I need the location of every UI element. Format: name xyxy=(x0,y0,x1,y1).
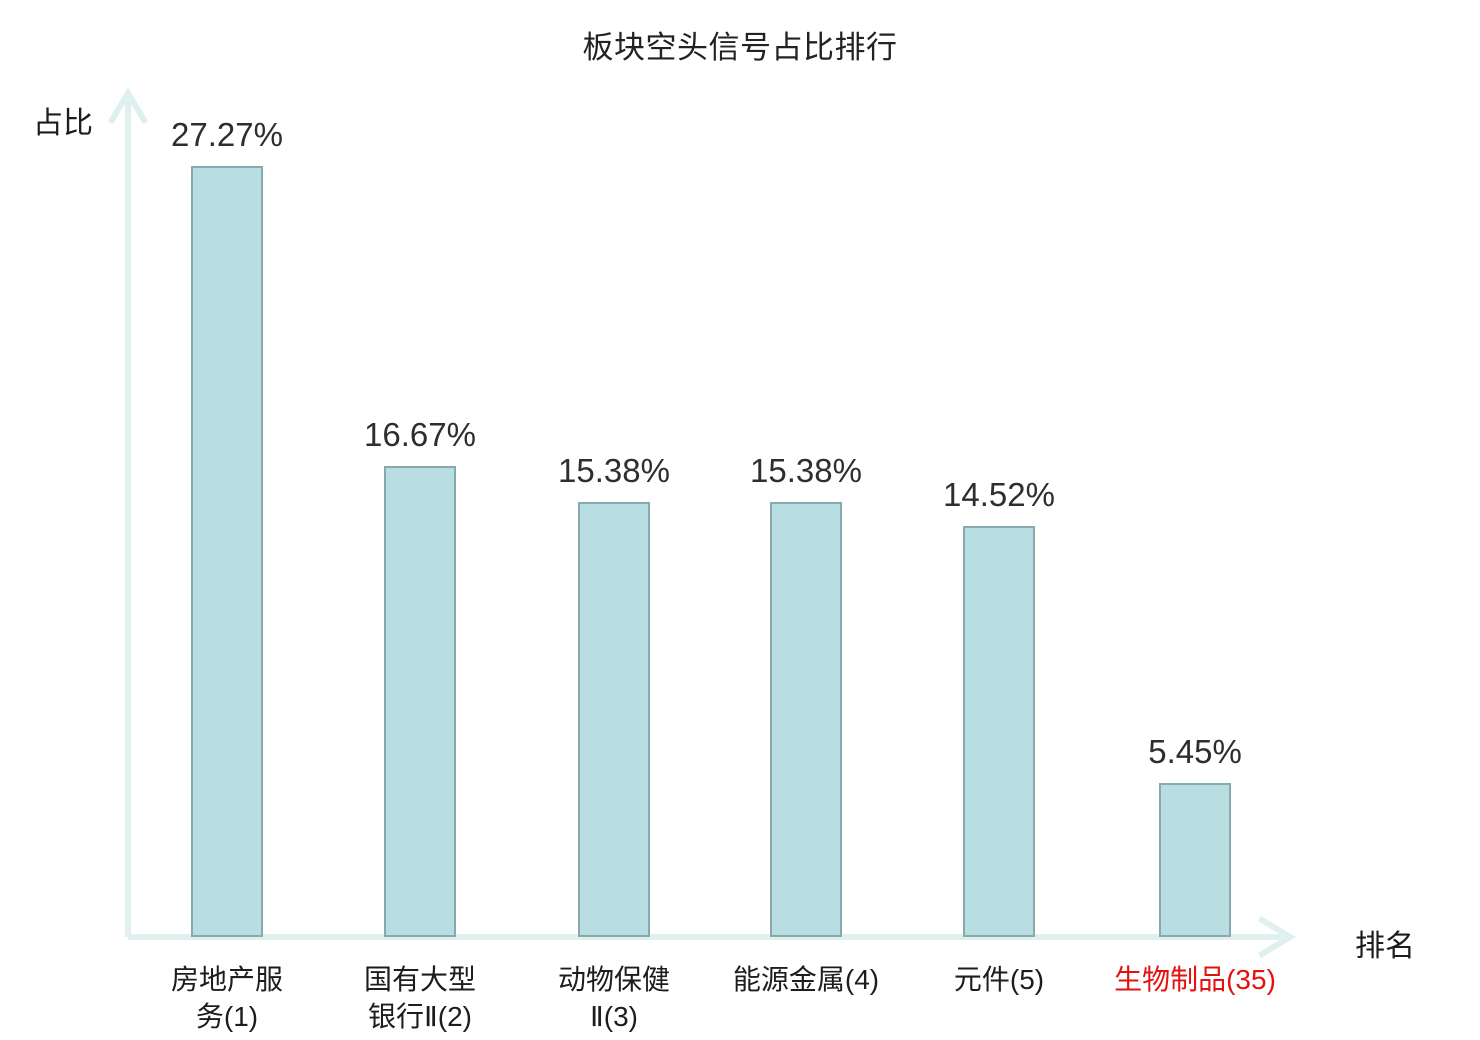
x-axis-arrow-icon xyxy=(1257,915,1296,959)
chart-title: 板块空头信号占比排行 xyxy=(582,30,898,65)
bar-value-label-6: 5.45% xyxy=(1148,733,1242,770)
bar-value-label-5: 14.52% xyxy=(943,476,1055,513)
bar-1[interactable] xyxy=(191,166,263,937)
x-axis-label: 排名 xyxy=(1355,930,1415,963)
y-axis-label: 占比 xyxy=(33,107,93,140)
x-tick-label-4: 能源金属(4) xyxy=(732,964,880,995)
bar-3[interactable] xyxy=(578,502,650,937)
y-axis-arrow-icon xyxy=(107,87,149,125)
bar-value-label-2: 16.67% xyxy=(364,416,476,453)
bar-value-label-3: 15.38% xyxy=(558,452,670,489)
x-tick-label-6: 生物制品(35) xyxy=(1114,964,1276,995)
x-tick-label-5: 元件(5) xyxy=(953,964,1045,995)
bar-value-label-4: 15.38% xyxy=(750,452,862,489)
x-tick-label-2: 国有大型 银行Ⅱ(2) xyxy=(363,964,476,1032)
x-tick-label-3: 动物保健 Ⅱ(3) xyxy=(557,964,670,1032)
bar-value-label-1: 27.27% xyxy=(171,116,283,153)
bar-2[interactable] xyxy=(384,466,456,937)
bar-5[interactable] xyxy=(963,526,1035,937)
bar-4[interactable] xyxy=(770,502,842,937)
bar-6[interactable] xyxy=(1159,783,1231,937)
x-tick-label-1: 房地产服 务(1) xyxy=(170,964,283,1032)
